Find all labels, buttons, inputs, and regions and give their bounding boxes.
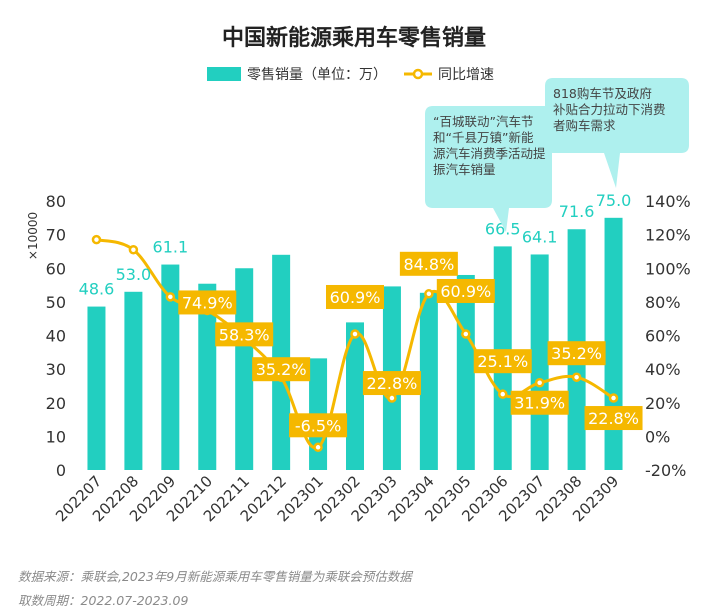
bar-value-label: 61.1 — [153, 238, 189, 257]
growth-point-202208 — [128, 245, 139, 255]
annotation-1-text: “百城联动”汽车节和“千县万镇”新能源汽车消费季活动提振汽车销量 — [433, 114, 546, 177]
growth-label-box — [510, 390, 569, 415]
growth-label-box — [584, 406, 643, 431]
y-right-tick-label: 100% — [645, 259, 691, 278]
growth-label-box — [547, 341, 606, 366]
growth-point-202302 — [350, 329, 360, 339]
period-note: 取数周期：2022.07-2023.09 — [18, 593, 189, 608]
bar-202307 — [530, 254, 549, 470]
y-left-tick-label: 30 — [46, 360, 66, 379]
growth-value-label: 22.8% — [588, 409, 639, 428]
legend-line-label: 同比增速 — [438, 67, 494, 83]
growth-label-box — [362, 371, 421, 396]
growth-value-label: 60.9% — [440, 282, 491, 301]
growth-label-box — [289, 413, 348, 438]
bar-202209 — [161, 264, 180, 470]
growth-value-label: 35.2% — [551, 344, 602, 363]
y-left-tick-label: 70 — [46, 226, 66, 245]
bar-value-label: 71.6 — [559, 202, 595, 221]
y-left-tick-label: 20 — [46, 394, 66, 413]
bar-202309 — [604, 217, 623, 470]
bar-202207 — [87, 306, 106, 470]
y-right-tick-label: 80% — [645, 293, 681, 312]
y-left-tick-label: 40 — [46, 327, 66, 346]
growth-point-202308 — [571, 372, 582, 382]
y-right-tick-label: 140% — [645, 192, 691, 211]
growth-label-box — [473, 349, 532, 374]
growth-label-box — [252, 357, 311, 382]
growth-point-202303 — [387, 393, 397, 403]
growth-value-label: 58.3% — [219, 325, 270, 344]
annotation-2-bubble — [545, 78, 689, 188]
bar-202210 — [198, 283, 217, 470]
y-unit-label: ×10000 — [26, 212, 40, 260]
source-note: 数据来源：乘联会,2023年9月新能源乘用车零售销量为乘联会预估数据 — [18, 569, 412, 584]
growth-value-label: 35.2% — [256, 360, 307, 379]
y-left-tick-label: 50 — [46, 293, 66, 312]
y-right-tick-label: 0% — [645, 427, 670, 446]
y-left-tick-label: 80 — [46, 192, 66, 211]
growth-label-box — [399, 251, 458, 276]
legend-bar-swatch — [207, 67, 241, 81]
y-right-tick-label: 40% — [645, 360, 681, 379]
growth-label-box — [215, 322, 274, 347]
growth-label-box — [436, 278, 495, 303]
y-right-tick-label: 120% — [645, 226, 691, 245]
bar-202302 — [346, 322, 364, 470]
growth-point-202207 — [91, 234, 102, 245]
growth-value-label: 84.8% — [403, 255, 454, 274]
growth-point-202301 — [313, 442, 323, 453]
bar-value-label: 48.6 — [79, 280, 115, 299]
bar-value-label: 53.0 — [116, 265, 152, 284]
y-right-tick-label: 20% — [645, 394, 681, 413]
y-left-tick-label: 0 — [56, 461, 66, 480]
growth-value-label: 31.9% — [514, 394, 565, 413]
bar-value-label: 64.1 — [522, 227, 558, 246]
bar-value-label: 66.5 — [485, 219, 521, 238]
growth-label-box — [178, 290, 237, 315]
y-left-tick-label: 10 — [46, 427, 66, 446]
growth-point-202309 — [608, 393, 619, 403]
growth-point-202306 — [497, 389, 508, 399]
annotation-1-bubble — [425, 106, 552, 232]
y-left-tick-label: 60 — [46, 259, 66, 278]
growth-point-202305 — [461, 329, 471, 339]
bar-202305 — [456, 274, 475, 470]
growth-point-202304 — [424, 289, 434, 299]
growth-point-202209 — [165, 292, 176, 302]
growth-value-label: -6.5% — [295, 416, 341, 435]
legend-bar-label: 零售销量（单位：万） — [247, 67, 387, 83]
growth-value-label: 60.9% — [330, 288, 381, 307]
chart-title: 中国新能源乘用车零售销量 — [222, 25, 486, 51]
growth-value-label: 25.1% — [477, 352, 528, 371]
annotation-2-text: 818购车节及政府补贴合力拉动下消费者购车需求 — [553, 86, 666, 133]
bar-202211 — [235, 268, 254, 470]
y-right-tick-label: 60% — [645, 327, 681, 346]
growth-point-202307 — [534, 377, 545, 388]
bar-202304 — [419, 292, 438, 470]
bar-202208 — [124, 291, 143, 470]
y-right-tick-label: -20% — [645, 461, 686, 480]
growth-label-box — [326, 284, 384, 309]
legend-line-marker — [412, 68, 424, 80]
bar-value-label: 75.0 — [596, 191, 632, 210]
growth-value-label: 22.8% — [367, 374, 418, 393]
growth-value-label: 74.9% — [182, 293, 233, 312]
